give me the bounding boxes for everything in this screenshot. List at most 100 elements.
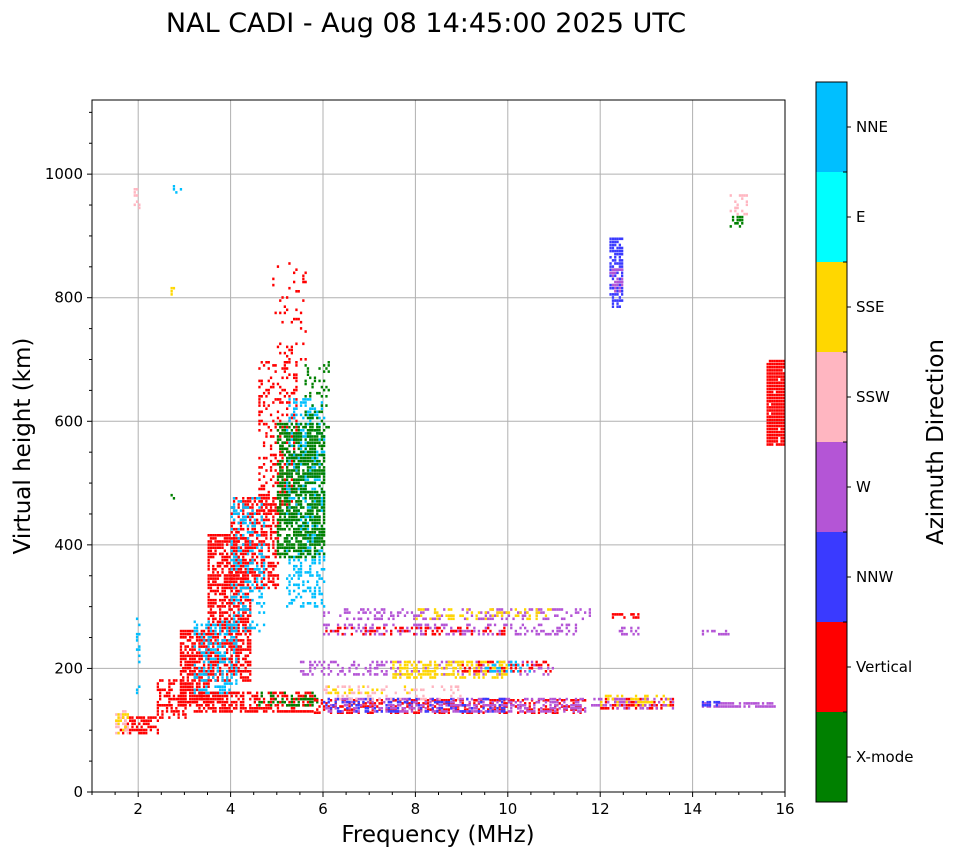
echo-point [399, 663, 402, 667]
echo-point [466, 710, 469, 713]
echo-point [195, 700, 199, 704]
echo-point [417, 614, 420, 617]
echo-point [198, 707, 201, 710]
echo-point [311, 595, 314, 599]
echo-point [177, 704, 180, 707]
echo-point [235, 700, 238, 704]
echo-point [283, 351, 286, 355]
echo-point [237, 558, 240, 562]
echo-point [496, 660, 499, 664]
echo-point [297, 546, 300, 549]
echo-point [480, 666, 483, 670]
echo-point [297, 456, 300, 460]
echo-point [323, 700, 326, 704]
echo-point [517, 704, 520, 707]
echo-point [468, 704, 471, 707]
echo-point [161, 710, 164, 713]
echo-point [216, 583, 219, 587]
echo-point [286, 694, 289, 698]
echo-point [246, 543, 250, 546]
echo-point [318, 558, 321, 562]
echo-point [288, 527, 291, 531]
echo-point [618, 629, 621, 633]
echo-point [318, 577, 321, 580]
echo-point [256, 512, 259, 515]
echo-point [498, 711, 501, 714]
echo-point [191, 663, 194, 667]
echo-point [212, 651, 215, 654]
echo-point [184, 713, 187, 716]
echo-point [281, 475, 284, 478]
echo-point [193, 694, 196, 698]
echo-point [498, 660, 501, 664]
echo-point [272, 561, 275, 565]
echo-point [360, 629, 363, 633]
echo-point [232, 636, 236, 639]
echo-point [214, 642, 217, 645]
echo-point [290, 546, 293, 549]
echo-point [306, 373, 310, 376]
echo-point [311, 404, 314, 407]
echo-point [242, 670, 245, 673]
echo-point [228, 666, 231, 670]
echo-point [262, 391, 266, 395]
echo-point [537, 700, 541, 704]
echo-point [417, 670, 420, 673]
echo-point [214, 577, 217, 580]
echo-point [422, 688, 425, 692]
echo-point [230, 694, 233, 698]
echo-point [207, 558, 210, 562]
echo-point [503, 697, 506, 701]
echo-point [302, 435, 305, 438]
echo-point [313, 475, 317, 478]
echo-point [239, 676, 243, 679]
echo-point [293, 534, 296, 537]
echo-point [507, 611, 511, 614]
echo-point [202, 697, 206, 701]
echo-point [408, 673, 411, 676]
echo-point [242, 605, 245, 608]
echo-point [242, 629, 245, 633]
echo-point [193, 632, 196, 636]
echo-point [413, 711, 416, 714]
echo-point [313, 561, 317, 565]
echo-point [267, 518, 270, 522]
echo-point [431, 676, 434, 679]
echo-point [394, 660, 397, 664]
echo-point [269, 574, 273, 577]
echo-point [309, 407, 312, 410]
echo-point [267, 577, 270, 580]
echo-point [262, 574, 266, 577]
echo-point [417, 704, 420, 707]
echo-point [325, 685, 328, 688]
echo-point [461, 660, 464, 664]
echo-point [306, 546, 310, 549]
echo-point [223, 540, 226, 543]
echo-point [126, 713, 129, 716]
echo-point [226, 577, 229, 580]
echo-point [226, 537, 229, 540]
echo-point [207, 666, 210, 670]
echo-point [262, 444, 266, 448]
echo-point [186, 688, 189, 692]
echo-point [133, 728, 136, 732]
echo-point [276, 561, 280, 565]
echo-point [219, 611, 222, 614]
echo-point [378, 663, 381, 667]
echo-point [327, 691, 330, 695]
echo-point [279, 438, 282, 441]
echo-point [669, 700, 672, 704]
echo-point [295, 500, 298, 503]
echo-point [304, 549, 307, 553]
echo-point [295, 691, 298, 695]
echo-point [283, 388, 286, 392]
echo-point [318, 459, 321, 463]
echo-point [339, 670, 342, 673]
echo-point [454, 685, 457, 688]
echo-point [235, 623, 238, 627]
echo-point [184, 682, 187, 685]
echo-point [198, 685, 201, 688]
echo-point [519, 611, 522, 614]
echo-point [221, 673, 224, 676]
echo-point [362, 673, 365, 676]
